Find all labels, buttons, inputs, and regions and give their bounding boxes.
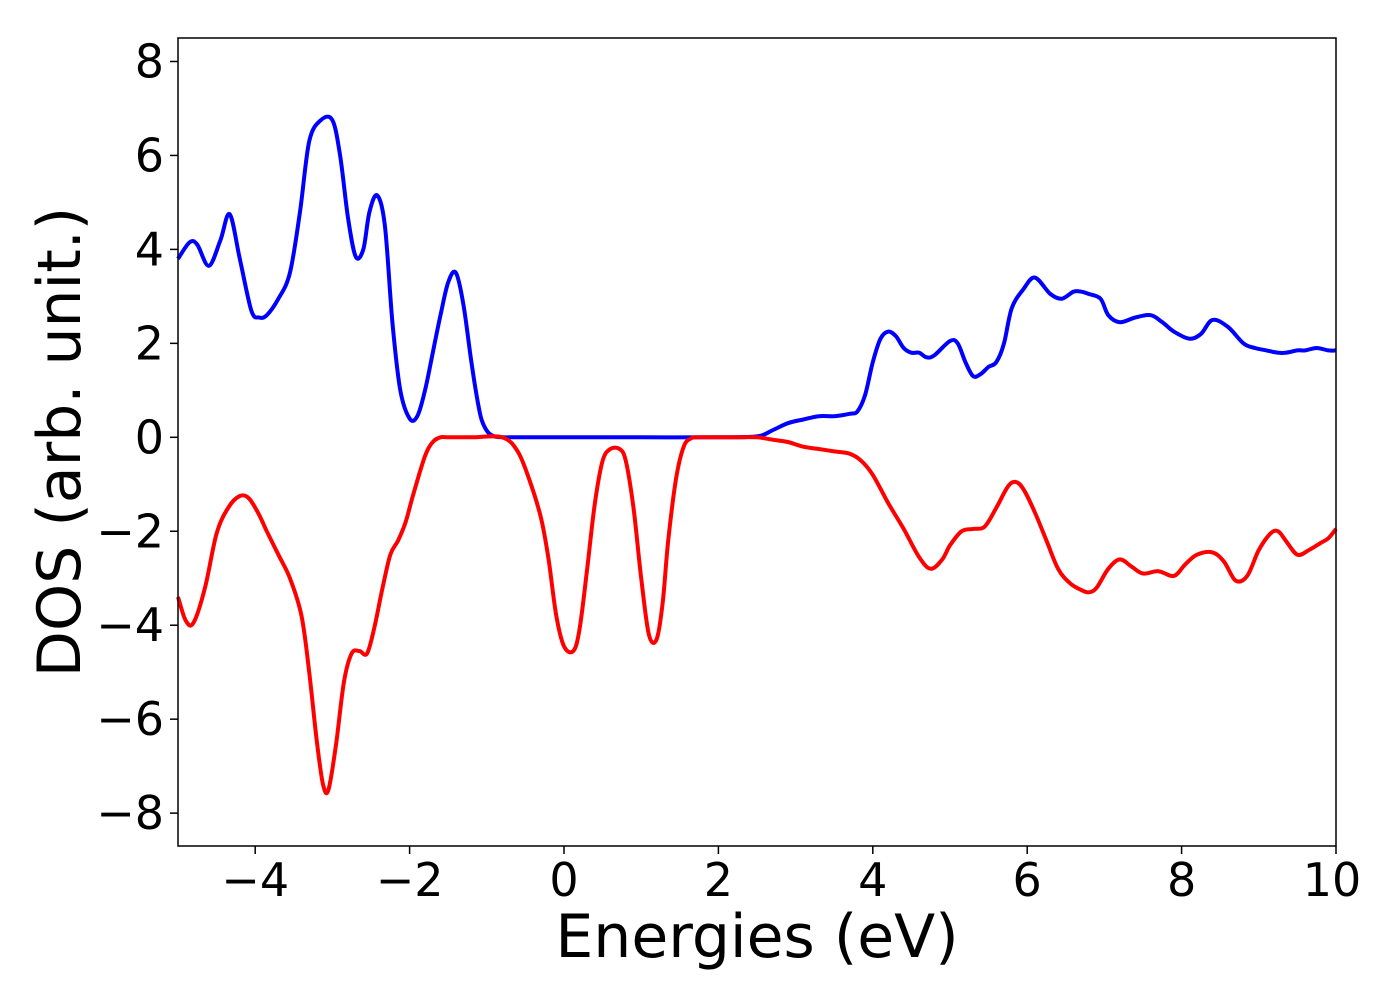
y-tick-label: 0: [135, 410, 164, 464]
series-line-blue: [176, 114, 1337, 440]
x-tick-label: 4: [858, 853, 887, 907]
ticks-layer: −4 −2 0 2 4 6 8 10 −8 −6 −4 −2 0 2 4 6 8: [96, 34, 1361, 907]
y-tick-label: 8: [135, 34, 164, 88]
series-layer: [176, 114, 1338, 796]
y-tick-label: −8: [96, 786, 164, 840]
x-tick-label: −4: [221, 853, 289, 907]
y-tick-label: −6: [96, 692, 164, 746]
x-tick-label: 2: [704, 853, 733, 907]
plot-frame: [177, 37, 1337, 847]
series-line-red: [176, 434, 1338, 796]
y-axis-label: DOS (arb. unit.): [25, 207, 95, 677]
x-tick-label: 10: [1303, 853, 1362, 907]
y-tick-label: −2: [96, 504, 164, 558]
y-tick-label: 6: [135, 128, 164, 182]
y-tick-label: −4: [96, 598, 164, 652]
x-axis-label: Energies (eV): [555, 902, 958, 972]
y-tick-label: 4: [135, 222, 164, 276]
x-tick-label: 8: [1167, 853, 1196, 907]
y-tick-label: 2: [135, 316, 164, 370]
x-tick-label: 6: [1013, 853, 1042, 907]
x-tick-label: 0: [549, 853, 578, 907]
x-tick-label: −2: [376, 853, 444, 907]
